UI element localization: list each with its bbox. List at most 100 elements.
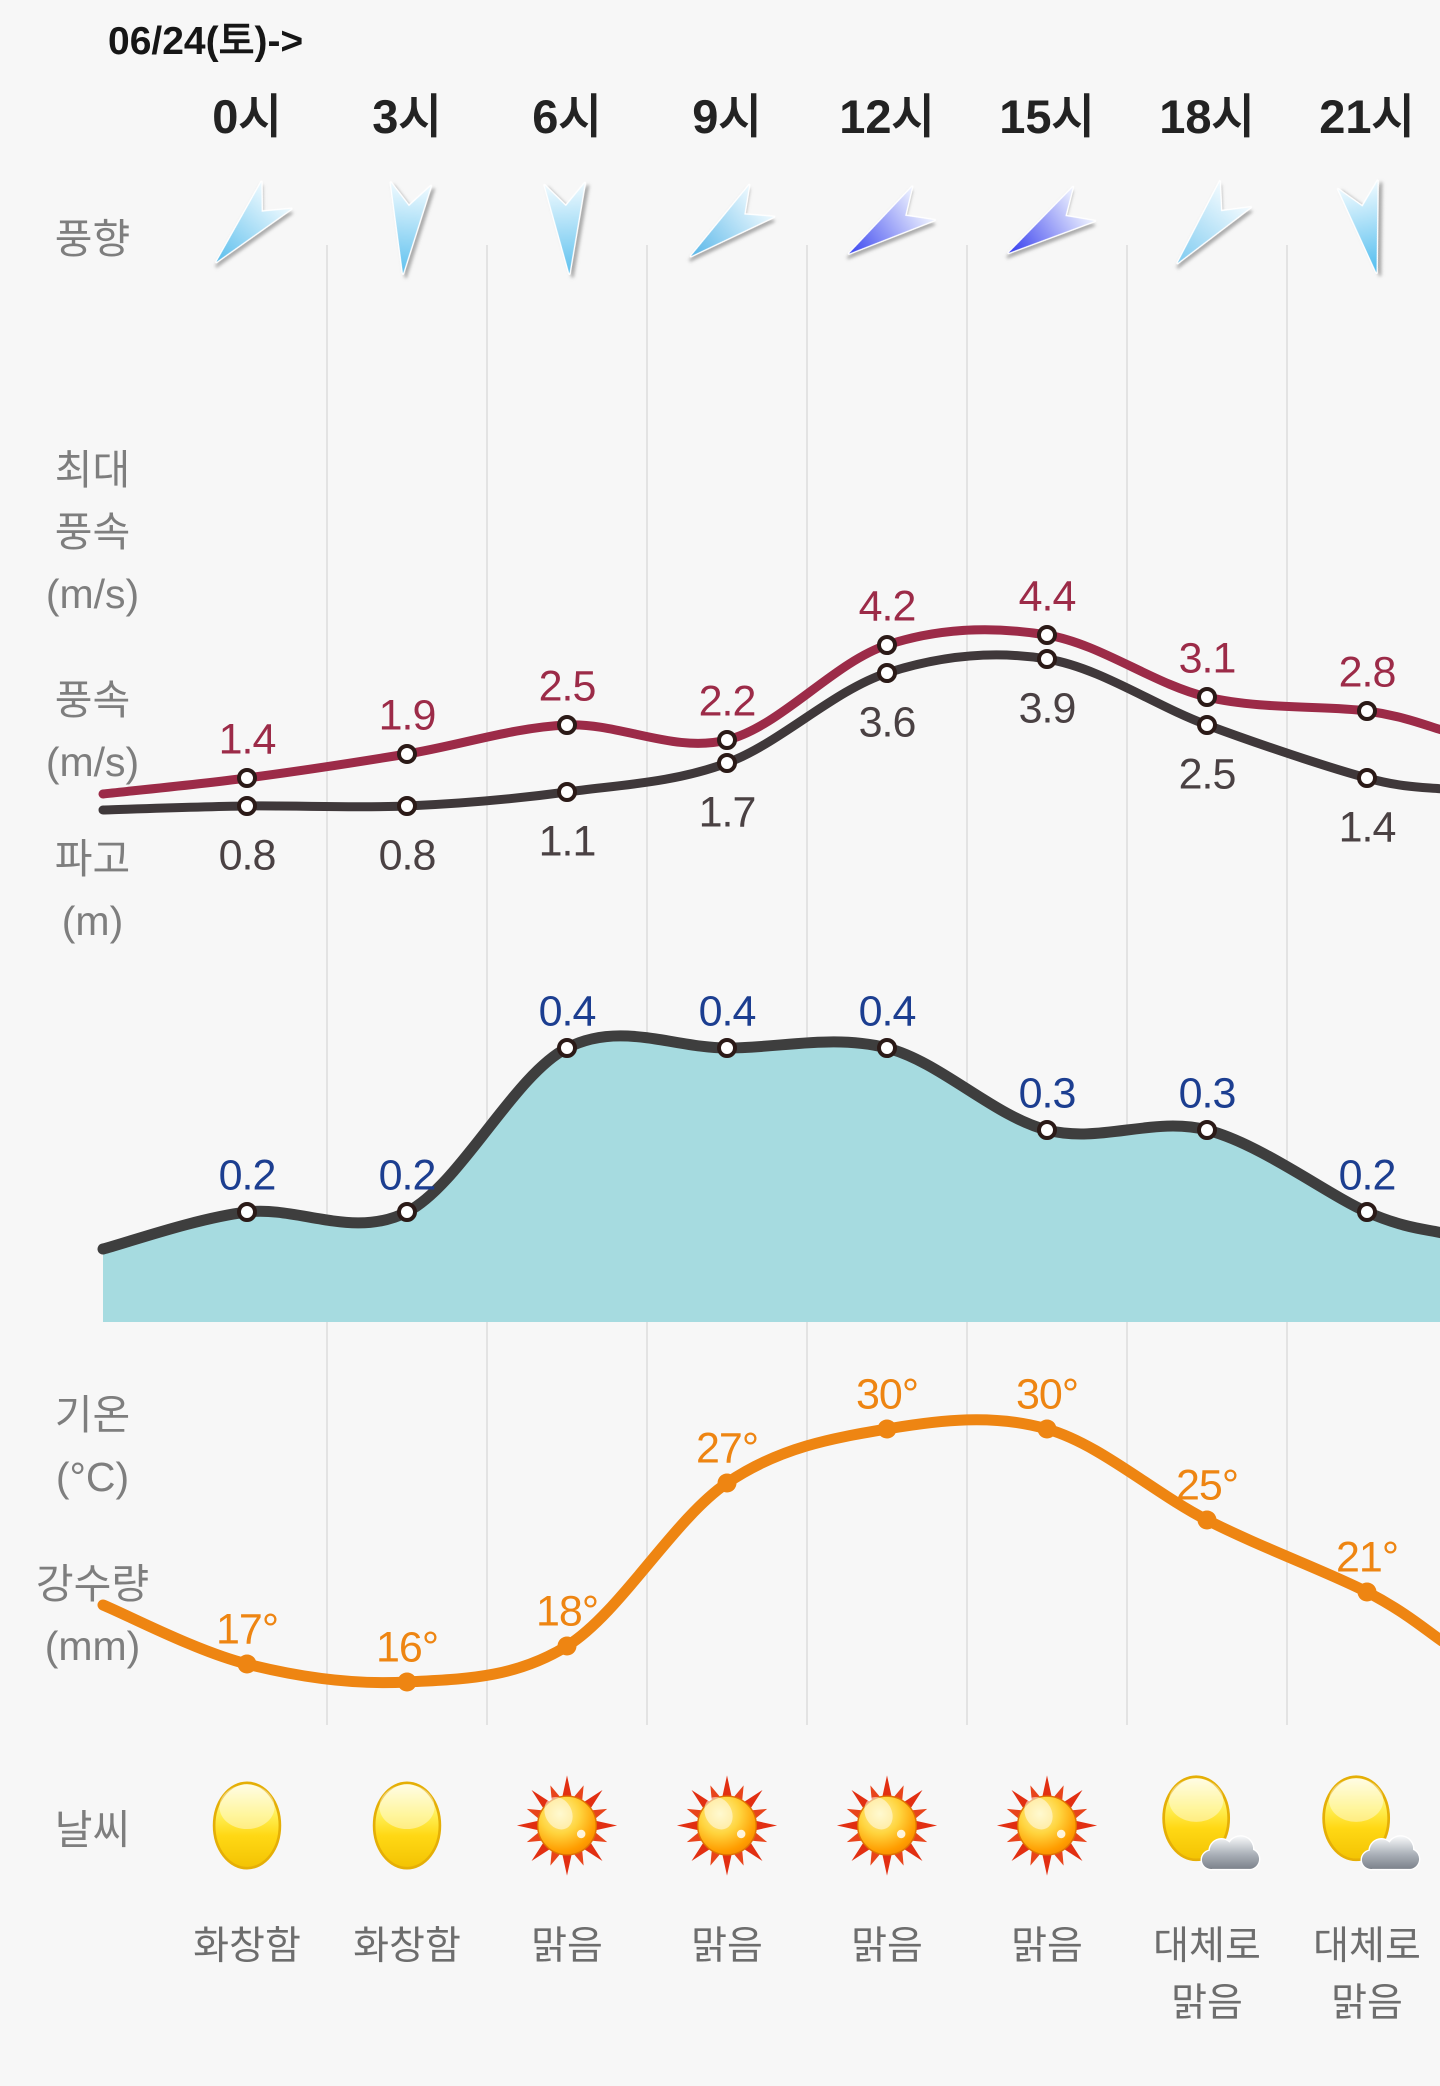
temp-marker (877, 1419, 897, 1439)
wind-direction-arrow-icon (1161, 175, 1253, 281)
time-label-0시: 0시 (212, 90, 282, 143)
wind-marker (557, 782, 577, 802)
wave-value: 0.4 (858, 987, 917, 1036)
weather-sun-oval-icon (207, 1775, 287, 1882)
max_wind-marker (237, 768, 257, 788)
row-label-wave-height: 파고 (m) (54, 836, 131, 944)
wind-marker (877, 663, 897, 683)
temp-marker (397, 1672, 417, 1692)
wave-value: 0.3 (1018, 1069, 1077, 1118)
wave-value: 0.4 (538, 987, 597, 1036)
time-label-18시: 18시 (1159, 90, 1255, 143)
time-label-3시: 3시 (372, 90, 442, 143)
date-label: 06/24(토)-> (108, 20, 304, 63)
wind-line (98, 650, 1440, 815)
row-label-wind-speed: 풍속 (m/s) (45, 677, 140, 785)
max_wind-marker (1037, 625, 1057, 645)
wind-marker (237, 796, 257, 816)
weather-sun-cloud-icon (1311, 1775, 1423, 1882)
weather-sun-rays-icon (515, 1774, 619, 1883)
row-label-wind-direction: 풍향 (54, 216, 131, 262)
weather-sun-rays-icon (995, 1774, 1099, 1883)
wind-value: 1.1 (538, 817, 597, 866)
temp-marker (717, 1473, 737, 1493)
wind-direction-arrow-icon (361, 175, 453, 281)
max_wind-marker (717, 730, 737, 750)
row-label-max-wind-speed: 최대 풍속 (m/s) (45, 447, 140, 617)
wave-marker (1037, 1120, 1057, 1140)
wind-direction-arrow-icon (521, 175, 613, 281)
time-label-21시: 21시 (1319, 90, 1415, 143)
max_wind-marker (1357, 701, 1377, 721)
temp-value: 18° (535, 1587, 599, 1636)
temp-value: 21° (1335, 1533, 1399, 1582)
max_wind-value: 3.1 (1178, 634, 1237, 683)
weather-condition-label: 맑음 (691, 1925, 763, 1968)
max_wind-marker (557, 715, 577, 735)
temp-value: 30° (855, 1370, 919, 1419)
time-label-15시: 15시 (999, 90, 1095, 143)
max_wind-value: 2.2 (698, 677, 757, 726)
max_wind-marker (397, 744, 417, 764)
wave-marker (877, 1038, 897, 1058)
temp-value: 17° (215, 1605, 279, 1654)
temp-line (97, 1414, 1440, 1689)
max_wind-marker (1197, 687, 1217, 707)
temp-value: 30° (1015, 1370, 1079, 1419)
wind-value: 1.7 (698, 788, 757, 837)
max_wind-value: 1.4 (218, 715, 277, 764)
wind-marker (717, 753, 737, 773)
max_wind-value: 4.2 (858, 582, 917, 631)
wind-value: 0.8 (218, 831, 277, 880)
row-label-precipitation: 강수량 (mm) (35, 1561, 150, 1669)
wave-value: 0.2 (1338, 1151, 1397, 1200)
wind-marker (397, 796, 417, 816)
temp-marker (1197, 1510, 1217, 1530)
wave-height-area (103, 1035, 1440, 1322)
row-label-temperature: 기온 (°C) (54, 1392, 131, 1500)
wind-direction-arrow-icon (681, 175, 776, 281)
wind-direction-arrow-icon (1001, 175, 1097, 281)
max_wind-value: 4.4 (1018, 572, 1077, 621)
wind-value: 2.5 (1178, 750, 1237, 799)
weather-condition-label: 대체로 맑음 (1153, 1925, 1261, 2025)
weather-condition-label: 맑음 (1011, 1925, 1083, 1968)
wind-value: 3.6 (858, 698, 917, 747)
wave-marker (237, 1202, 257, 1222)
time-label-9시: 9시 (692, 90, 762, 143)
temp-marker (1037, 1419, 1057, 1439)
wave-value: 0.2 (378, 1151, 437, 1200)
temp-marker (557, 1636, 577, 1656)
max_wind-marker (877, 635, 897, 655)
weather-condition-label: 대체로 맑음 (1313, 1925, 1421, 2025)
weather-condition-label: 화창함 (193, 1925, 301, 1968)
weather-sun-cloud-icon (1151, 1775, 1263, 1882)
wind-marker (1197, 715, 1217, 735)
wind-marker (1357, 768, 1377, 788)
temp-value: 25° (1175, 1461, 1239, 1510)
max_wind-value: 2.5 (538, 662, 597, 711)
wave-line (97, 1030, 1440, 1255)
temp-marker (1357, 1582, 1377, 1602)
temp-marker (237, 1654, 257, 1674)
wind-value: 3.9 (1018, 684, 1077, 733)
time-label-12시: 12시 (839, 90, 935, 143)
weather-sun-oval-icon (367, 1775, 447, 1882)
weather-sun-rays-icon (675, 1774, 779, 1883)
wind-direction-arrow-icon (841, 175, 936, 281)
wind-direction-arrow-icon (201, 175, 293, 281)
temp-value: 27° (695, 1424, 759, 1473)
wave-marker (1197, 1120, 1217, 1140)
wave-marker (717, 1038, 737, 1058)
wave-value: 0.3 (1178, 1069, 1237, 1118)
wave-value: 0.4 (698, 987, 757, 1036)
max_wind-value: 1.9 (378, 691, 437, 740)
wind-marker (1037, 649, 1057, 669)
wave-marker (1357, 1202, 1377, 1222)
wind-value: 1.4 (1338, 803, 1397, 852)
row-label-weather: 날씨 (54, 1807, 131, 1853)
row-label-column: 풍향 최대 풍속 (m/s) 풍속 (m/s) 파고 (m) 기온 (°C) 강… (0, 0, 185, 2086)
wave-marker (557, 1038, 577, 1058)
